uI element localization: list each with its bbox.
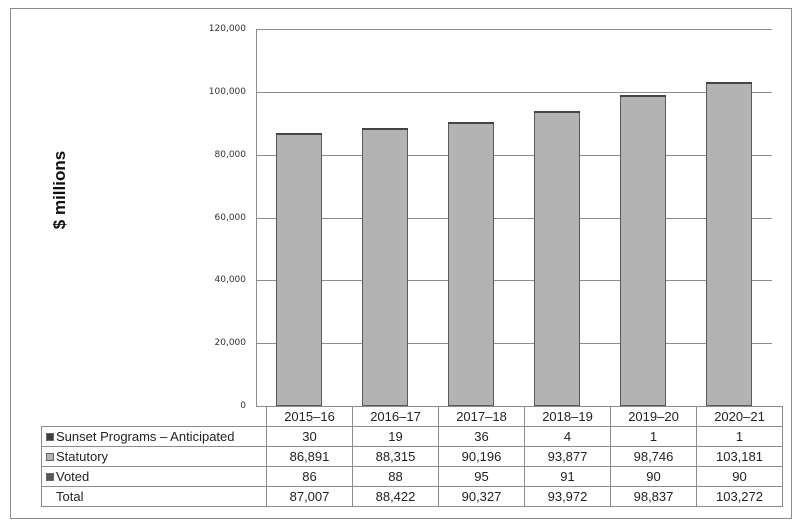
- y-tick-label: 0: [240, 401, 246, 411]
- y-axis-title-text: $ millions: [50, 150, 69, 230]
- table-year-header: 2019–20: [610, 406, 697, 427]
- table-header-row: 2015–16 2016–17 2017–18 2018–19 2019–20 2020–…: [41, 406, 783, 427]
- table-corner: [41, 406, 267, 427]
- table-row: Sunset Programs – Anticipated 30 19 36 4 1 1: [41, 426, 783, 447]
- gridline: [256, 29, 772, 30]
- bar-top-segment: [620, 95, 666, 97]
- table-cell: 90: [610, 466, 697, 487]
- table-year-header: 2015–16: [266, 406, 353, 427]
- gridline: [256, 218, 772, 219]
- table-cell: 88,315: [352, 446, 439, 467]
- table-cell: 19: [352, 426, 439, 447]
- table-cell: 36: [438, 426, 525, 447]
- row-label-cell: Sunset Programs – Anticipated: [41, 426, 267, 447]
- table-cell: 103,181: [696, 446, 783, 467]
- table-cell: 1: [696, 426, 783, 447]
- row-label: Sunset Programs – Anticipated: [56, 429, 235, 444]
- row-label: Voted: [56, 469, 90, 484]
- table-year-header: 2017–18: [438, 406, 525, 427]
- bar-top-segment: [534, 111, 580, 113]
- table-cell: 88: [352, 466, 439, 487]
- legend-swatch-icon: [46, 453, 54, 461]
- table-year-header: 2020–21: [696, 406, 783, 427]
- row-label-cell: Voted: [41, 466, 267, 487]
- row-label: Total: [56, 489, 84, 504]
- data-table: 2015–16 2016–17 2017–18 2018–19 2019–20 2020–…: [41, 406, 783, 507]
- table-row: Voted 86 88 95 91 90 90: [41, 466, 783, 487]
- y-tick-label: 80,000: [214, 150, 247, 160]
- row-label: Statutory: [56, 449, 109, 464]
- table-cell: 91: [524, 466, 611, 487]
- table-row: Total 87,007 88,422 90,327 93,972 98,837 103,2…: [41, 486, 783, 507]
- table-year-header: 2016–17: [352, 406, 439, 427]
- table-cell: 93,972: [524, 486, 611, 507]
- table-cell: 87,007: [266, 486, 353, 507]
- gridline: [256, 92, 772, 93]
- table-cell: 98,837: [610, 486, 697, 507]
- gridline: [256, 280, 772, 281]
- bar-2015–16: [276, 133, 322, 406]
- table-cell: 1: [610, 426, 697, 447]
- y-tick-label: 20,000: [214, 338, 247, 348]
- bar-top-segment: [448, 122, 494, 124]
- y-tick-label: 40,000: [214, 275, 247, 285]
- table-cell: 98,746: [610, 446, 697, 467]
- bar-2016–17: [362, 128, 408, 406]
- bar-top-segment: [706, 82, 752, 84]
- table-cell: 90,196: [438, 446, 525, 467]
- gridline: [256, 343, 772, 344]
- bar-2020–21: [706, 82, 752, 406]
- bar-2017–18: [448, 122, 494, 406]
- table-cell: 86,891: [266, 446, 353, 467]
- row-label-cell: Statutory: [41, 446, 267, 467]
- table-row: Statutory 86,891 88,315 90,196 93,877 98,746 1…: [41, 446, 783, 467]
- legend-swatch-icon: [46, 473, 54, 481]
- table-cell: 93,877: [524, 446, 611, 467]
- gridline: [256, 155, 772, 156]
- y-tick-label: 120,000: [208, 24, 246, 34]
- y-tick-label: 60,000: [214, 213, 247, 223]
- table-cell: 103,272: [696, 486, 783, 507]
- table-cell: 90: [696, 466, 783, 487]
- legend-swatch-icon: [46, 433, 54, 441]
- table-cell: 86: [266, 466, 353, 487]
- row-label-cell: Total: [41, 486, 267, 507]
- bar-top-segment: [362, 128, 408, 130]
- bar-top-segment: [276, 133, 322, 135]
- table-cell: 90,327: [438, 486, 525, 507]
- table-cell: 88,422: [352, 486, 439, 507]
- plot-area: 120,000 100,000 80,000 60,000 40,000 20,000 0: [209, 24, 772, 411]
- y-tick-label: 100,000: [208, 87, 246, 97]
- bar-2018–19: [534, 111, 580, 406]
- table-cell: 95: [438, 466, 525, 487]
- y-axis-title: $ millions: [40, 140, 80, 240]
- table-cell: 30: [266, 426, 353, 447]
- table-year-header: 2018–19: [524, 406, 611, 427]
- table-cell: 4: [524, 426, 611, 447]
- y-axis-line: [256, 29, 257, 406]
- bar-2019–20: [620, 95, 666, 406]
